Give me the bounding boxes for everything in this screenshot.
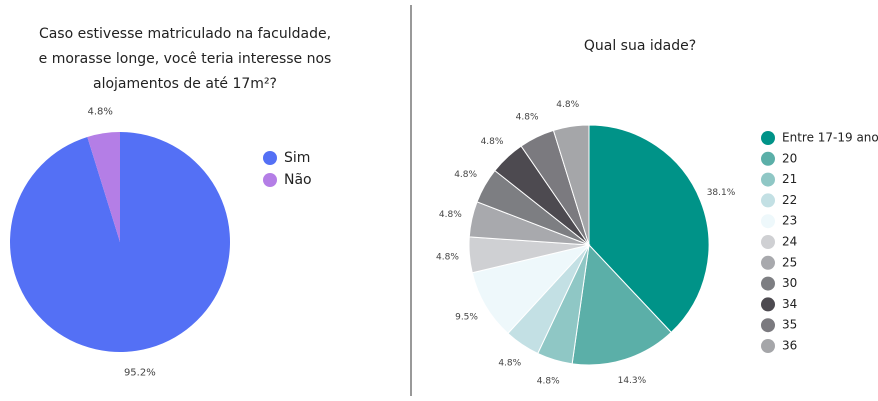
legend-label: 25 [782, 255, 797, 269]
slice-label: 38.1% [707, 188, 736, 198]
pie-slice [87, 132, 120, 242]
legend-label: 24 [782, 235, 797, 249]
legend-swatch [761, 193, 775, 208]
legend-swatch [761, 172, 775, 187]
legend-swatch [761, 297, 775, 312]
slice-label: 14.3% [618, 376, 647, 386]
slice-label: 95.2% [124, 368, 156, 379]
legend-swatch [761, 131, 775, 145]
legend-label: 23 [782, 214, 797, 228]
legend-label: 20 [782, 151, 797, 165]
slice-label: 4.8% [537, 377, 560, 387]
legend-swatch [263, 151, 277, 165]
legend-swatch [761, 151, 775, 166]
legend-swatch [761, 276, 775, 291]
legend-label: 36 [782, 339, 797, 353]
slice-label: 4.8% [556, 100, 579, 110]
legend-swatch [761, 255, 775, 270]
pie-slice [552, 124, 590, 246]
legend-swatch [761, 318, 775, 333]
legend-label: 22 [782, 193, 797, 207]
legend-swatch [761, 214, 775, 229]
legend-swatch [761, 235, 775, 249]
slice-label: 4.8% [439, 210, 462, 220]
slice-label: 4.8% [454, 170, 477, 180]
pie-slice [588, 124, 710, 334]
legend-label: Sim [284, 150, 310, 166]
slice-label: 9.5% [455, 312, 478, 322]
legend-label: 30 [782, 276, 797, 290]
legend-swatch [761, 339, 775, 353]
legend-label: 34 [782, 297, 797, 311]
pie-slice [571, 243, 672, 366]
chart-title: Caso estivesse matriculado na faculdade,… [38, 26, 332, 92]
slice-label: 4.8% [516, 113, 539, 123]
legend-label: Não [284, 172, 312, 188]
slice-label: 4.8% [436, 252, 459, 262]
legend-swatch [263, 173, 277, 187]
chart-title: Qual sua idade? [583, 38, 697, 54]
legend-label: Entre 17-19 anos [782, 131, 878, 145]
legend-label: 21 [782, 172, 797, 186]
slice-label: 4.8% [498, 358, 521, 368]
slice-label: 4.8% [481, 137, 504, 147]
pie-slice [10, 132, 231, 352]
slice-label: 4.8% [87, 106, 112, 117]
legend-label: 35 [782, 318, 797, 332]
